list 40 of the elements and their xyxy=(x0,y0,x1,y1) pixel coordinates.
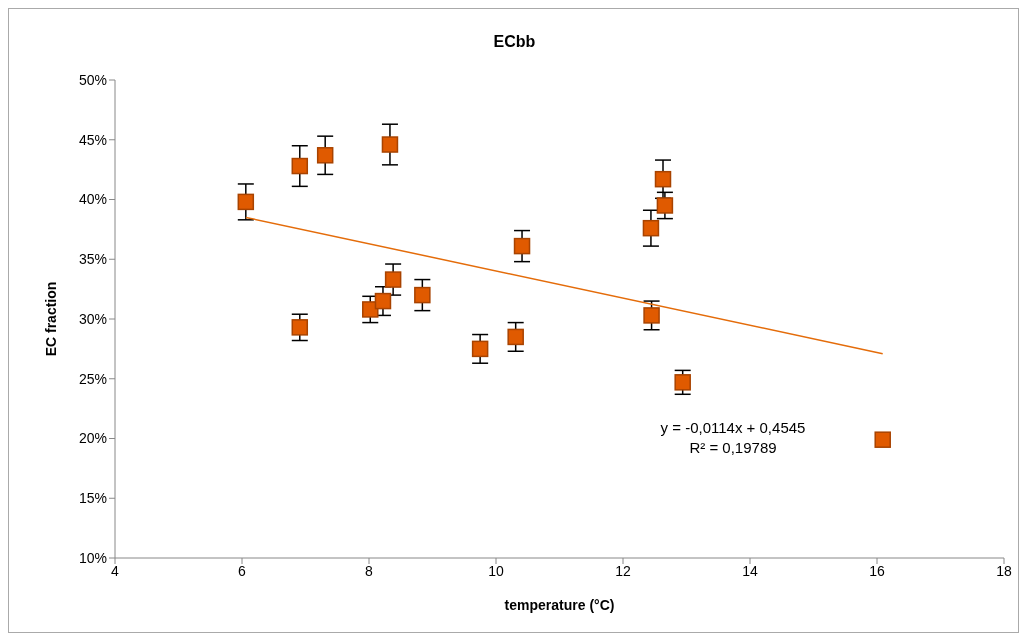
annotation: R² = 0,19789 xyxy=(689,439,777,456)
point xyxy=(374,292,392,310)
x-tick-label: 16 xyxy=(869,562,885,579)
x-tick-label: 10 xyxy=(488,562,504,579)
y-tick-label: 45% xyxy=(78,131,107,148)
point xyxy=(874,431,891,448)
x-tick-label: 6 xyxy=(238,562,247,579)
x-tick-label: 12 xyxy=(615,562,631,579)
y-axis-title: EC fraction xyxy=(42,281,59,357)
point xyxy=(674,374,691,391)
x-tick-label: 8 xyxy=(365,562,374,579)
point xyxy=(362,301,379,318)
x-tick-label: 18 xyxy=(996,562,1012,579)
point xyxy=(381,136,399,153)
point xyxy=(291,157,309,175)
annotation: y = -0,0114x + 0,4545 xyxy=(660,419,806,436)
point xyxy=(237,193,255,211)
point xyxy=(642,219,660,237)
chart-title: ECbb xyxy=(492,33,537,51)
x-tick-label: 4 xyxy=(111,562,120,579)
y-tick-label: 30% xyxy=(78,310,107,327)
point xyxy=(507,328,524,346)
y-tick-label: 20% xyxy=(78,430,107,447)
y-tick-label: 40% xyxy=(78,191,107,208)
x-axis-title: temperature (°C) xyxy=(504,596,615,613)
point xyxy=(654,170,672,188)
point xyxy=(291,319,309,336)
point xyxy=(471,340,489,358)
y-tick-label: 10% xyxy=(78,549,107,566)
y-tick-label: 50% xyxy=(78,71,107,88)
y-tick-label: 35% xyxy=(78,251,107,268)
point xyxy=(414,286,431,304)
y-tick-label: 25% xyxy=(78,370,107,387)
point xyxy=(384,271,402,288)
point xyxy=(656,197,674,214)
point xyxy=(643,307,660,324)
y-tick-label: 15% xyxy=(78,490,107,507)
x-tick-label: 14 xyxy=(742,562,758,579)
point xyxy=(513,237,531,255)
point xyxy=(316,147,334,164)
